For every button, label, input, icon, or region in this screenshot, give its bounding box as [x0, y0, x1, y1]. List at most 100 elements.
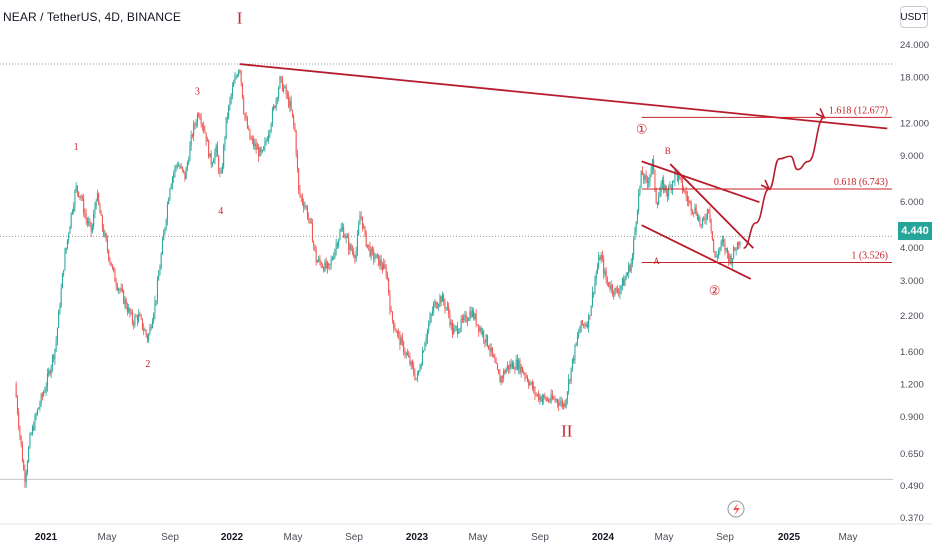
candle-body: [55, 340, 57, 349]
candle-body: [266, 140, 268, 142]
candle-body: [181, 166, 183, 170]
projection-path: [743, 116, 825, 249]
candle-body: [675, 170, 677, 173]
candle-body: [73, 206, 75, 212]
candle-body: [290, 100, 292, 110]
candle-body: [404, 352, 406, 355]
candle-body: [228, 105, 230, 118]
candle-body: [56, 328, 58, 341]
candle-body: [719, 247, 721, 251]
candle-body: [496, 363, 498, 370]
candle-body: [564, 403, 566, 407]
trendline: [239, 63, 888, 130]
candle-body: [650, 169, 652, 175]
candle-body: [478, 324, 480, 332]
candle-body: [366, 244, 368, 247]
candle-body: [419, 368, 421, 371]
candle-body: [363, 226, 365, 228]
candle-body: [375, 254, 377, 259]
candle-body: [579, 327, 581, 334]
candle-body: [396, 331, 398, 333]
price-tick-label: 2.200: [900, 311, 924, 322]
candle-body: [575, 342, 577, 346]
candle-body: [343, 226, 345, 238]
candle-body: [456, 326, 458, 334]
candle-body: [281, 78, 283, 91]
projection-arrowhead: [760, 179, 771, 191]
candle-body: [461, 318, 463, 320]
candle-body: [83, 198, 85, 214]
candle-body: [53, 355, 55, 360]
candle-body: [629, 265, 631, 272]
candle-body: [15, 384, 17, 398]
candle-body: [286, 94, 288, 96]
candle-body: [664, 185, 666, 191]
candle-body: [308, 217, 310, 219]
candle-body: [249, 129, 251, 140]
candle-body: [671, 181, 673, 190]
candle-body: [559, 402, 561, 406]
candle-body: [248, 128, 250, 130]
candle-body: [445, 307, 447, 309]
candle-body: [385, 267, 387, 277]
candle-body: [168, 199, 170, 205]
candle-body: [416, 374, 418, 379]
candle-body: [403, 341, 405, 353]
candle-body: [284, 86, 286, 88]
candle-body: [265, 140, 267, 142]
candle-body: [729, 256, 731, 262]
candle-body: [70, 212, 72, 227]
candle-body: [530, 382, 532, 384]
candle-body: [633, 239, 635, 255]
time-tick-label: 2024: [592, 532, 615, 543]
candle-body: [229, 99, 231, 106]
candle-body: [400, 337, 402, 345]
candle-body: [648, 181, 650, 183]
candle-body: [99, 204, 101, 214]
candle-body: [276, 97, 278, 99]
candle-body: [358, 224, 360, 235]
candle-body: [609, 286, 611, 290]
candle-body: [178, 166, 180, 167]
currency-button[interactable]: USDT: [900, 6, 928, 28]
candle-body: [401, 337, 403, 342]
candle-body: [283, 87, 285, 91]
candle-body: [191, 134, 193, 137]
price-tick-label: 0.650: [900, 449, 924, 460]
candle-body: [170, 185, 172, 189]
candle-body: [141, 318, 143, 329]
candle-body: [440, 296, 442, 302]
candle-body: [341, 226, 343, 229]
candle-body: [660, 184, 662, 193]
candle-body: [714, 251, 716, 257]
candle-body: [595, 273, 597, 280]
wave-label: I: [237, 9, 243, 28]
candle-body: [120, 288, 122, 291]
candle-body: [471, 310, 473, 317]
candle-body: [578, 333, 580, 337]
candle-body: [119, 288, 121, 291]
candle-body: [701, 219, 703, 226]
candle-body: [350, 244, 352, 251]
candle-body: [136, 316, 138, 321]
candle-body: [639, 185, 641, 194]
candle-body: [668, 186, 670, 197]
candle-body: [59, 306, 61, 311]
candle-body: [23, 461, 25, 470]
wave-label: ②: [709, 283, 721, 298]
candle-body: [605, 271, 607, 281]
candle-body: [583, 324, 585, 326]
candle-body: [656, 202, 658, 205]
candle-body: [596, 267, 598, 274]
candle-body: [625, 275, 627, 279]
candle-body: [75, 185, 77, 192]
candle-body: [180, 166, 182, 168]
candle-body: [551, 394, 553, 399]
candle-body: [213, 160, 215, 164]
candle-body: [204, 130, 206, 133]
candle-body: [491, 347, 493, 355]
candle-body: [199, 115, 201, 119]
candle-body: [79, 196, 81, 197]
candle-body: [261, 150, 263, 152]
